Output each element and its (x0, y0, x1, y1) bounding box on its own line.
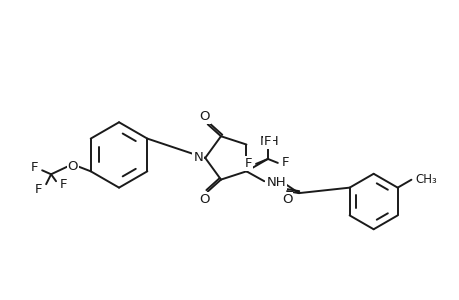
Text: N: N (193, 152, 203, 164)
Text: O: O (67, 160, 78, 173)
Text: O: O (281, 193, 291, 206)
Text: F: F (34, 183, 42, 196)
Text: O: O (199, 110, 210, 123)
Text: F: F (30, 161, 38, 174)
Text: F: F (60, 178, 67, 191)
Text: O: O (199, 193, 210, 206)
Text: F: F (244, 158, 251, 170)
Text: F: F (263, 135, 271, 148)
Text: CH₃: CH₃ (414, 173, 436, 186)
Text: F: F (281, 156, 289, 170)
Text: NH: NH (259, 135, 278, 148)
Text: NH: NH (266, 176, 285, 189)
